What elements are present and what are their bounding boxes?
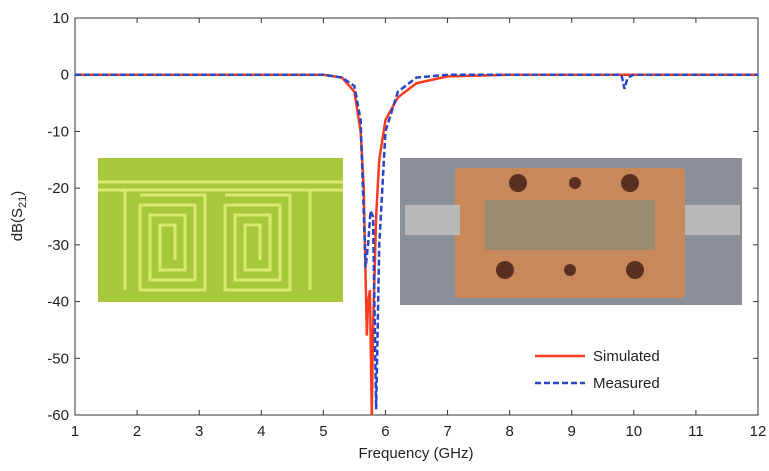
x-tick-label: 10 — [625, 423, 642, 440]
y-tick-label: -60 — [47, 407, 69, 424]
legend-label: Simulated — [593, 348, 660, 365]
x-tick-label: 11 — [688, 423, 704, 440]
y-label-sub: 21 — [17, 196, 29, 208]
chart: Frequency (GHz) dB(S21) 123456789101112-… — [0, 0, 769, 466]
inset-photo — [400, 158, 742, 305]
x-tick-label: 4 — [257, 423, 265, 440]
x-tick-label: 1 — [71, 423, 79, 440]
y-tick-label: -50 — [47, 350, 69, 367]
y-label-main: dB(S — [9, 208, 26, 241]
y-tick-label: -30 — [47, 237, 69, 254]
inset-resonator — [98, 158, 343, 302]
y-label-end: ) — [9, 191, 26, 196]
x-axis-label: Frequency (GHz) — [358, 445, 473, 462]
x-tick-label: 9 — [568, 423, 576, 440]
y-tick-label: 0 — [61, 67, 69, 84]
x-tick-label: 8 — [505, 423, 513, 440]
x-tick-label: 3 — [195, 423, 203, 440]
legend-label: Measured — [593, 375, 660, 392]
y-tick-label: -10 — [47, 123, 69, 140]
y-tick-label: -20 — [47, 180, 69, 197]
y-tick-label: 10 — [52, 10, 69, 27]
y-axis-label: dB(S21) — [9, 191, 29, 242]
x-tick-label: 5 — [319, 423, 327, 440]
y-tick-label: -40 — [47, 294, 69, 311]
x-tick-label: 7 — [443, 423, 451, 440]
x-tick-label: 6 — [381, 423, 389, 440]
x-tick-label: 2 — [133, 423, 141, 440]
x-tick-label: 12 — [750, 423, 767, 440]
